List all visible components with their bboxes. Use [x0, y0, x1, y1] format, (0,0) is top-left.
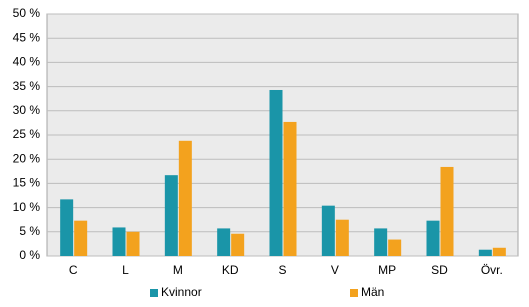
x-tick-label: KD — [222, 263, 239, 277]
legend-label: Män — [361, 285, 384, 299]
bar — [388, 239, 402, 256]
y-tick-label: 30 % — [13, 103, 41, 117]
bar — [374, 228, 388, 256]
legend-label: Kvinnor — [161, 285, 202, 299]
bar — [321, 205, 335, 256]
x-tick-label: M — [173, 263, 183, 277]
legend-swatch — [150, 289, 158, 297]
bar — [126, 231, 140, 256]
y-tick-label: 25 % — [13, 127, 41, 141]
bar — [60, 199, 74, 256]
bar — [217, 228, 231, 256]
bar — [269, 89, 283, 256]
x-tick-label: Övr. — [481, 263, 503, 277]
x-tick-label: L — [122, 263, 129, 277]
x-tick-label: C — [69, 263, 78, 277]
bar — [164, 175, 178, 256]
y-tick-label: 15 % — [13, 176, 41, 190]
bar — [231, 233, 245, 256]
y-tick-label: 45 % — [13, 30, 41, 44]
y-tick-label: 35 % — [13, 79, 41, 93]
x-tick-label: S — [278, 263, 286, 277]
bar — [440, 166, 454, 256]
y-tick-label: 40 % — [13, 55, 41, 69]
x-tick-label: V — [331, 263, 339, 277]
legend-swatch — [350, 289, 358, 297]
y-tick-label: 5 % — [19, 224, 40, 238]
x-tick-label: SD — [431, 263, 448, 277]
y-tick-label: 20 % — [13, 151, 41, 165]
bar — [426, 220, 440, 256]
y-tick-label: 0 % — [19, 248, 40, 262]
bar — [283, 121, 297, 256]
x-tick-label: MP — [378, 263, 396, 277]
bar — [74, 220, 88, 256]
bar — [335, 219, 349, 256]
bar — [178, 140, 192, 256]
y-tick-label: 50 % — [13, 6, 41, 20]
bar — [112, 227, 126, 256]
y-tick-label: 10 % — [13, 200, 41, 214]
bar — [492, 247, 506, 256]
bar — [478, 249, 492, 256]
